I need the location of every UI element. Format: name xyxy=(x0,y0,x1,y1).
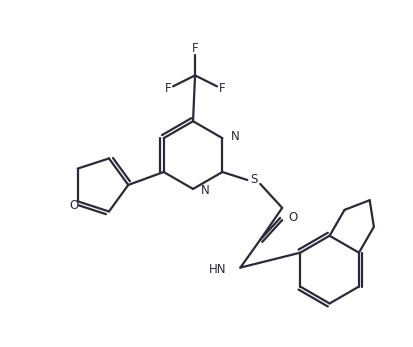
Text: F: F xyxy=(164,82,171,95)
Text: S: S xyxy=(250,174,257,186)
Text: N: N xyxy=(201,184,209,197)
Text: O: O xyxy=(69,199,78,212)
Text: HN: HN xyxy=(209,263,226,276)
Text: N: N xyxy=(231,130,240,143)
Text: F: F xyxy=(218,82,225,95)
Text: O: O xyxy=(287,211,297,224)
Text: F: F xyxy=(191,42,198,55)
